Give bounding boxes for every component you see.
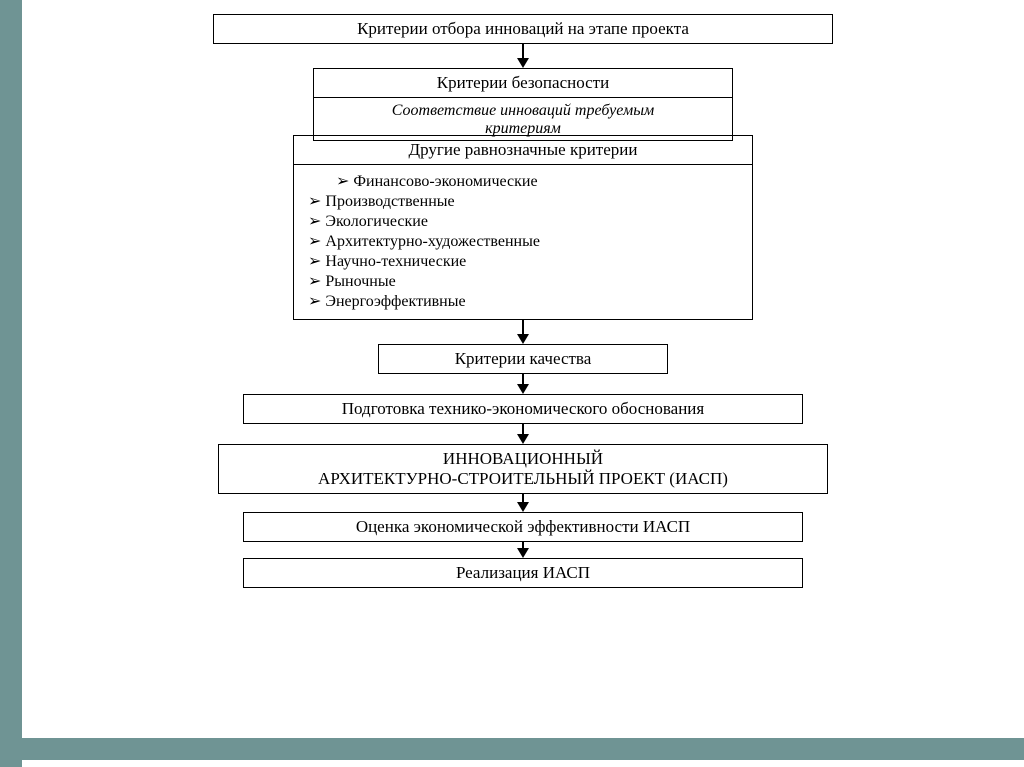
node-label: Критерии качества (379, 345, 667, 373)
iasp-line1: ИННОВАЦИОННЫЙ (229, 449, 817, 469)
arrow-icon (517, 44, 529, 68)
node-other-criteria: Другие равнозначные критерии Финансово-э… (293, 135, 753, 320)
node-safety-criteria: Критерии безопасности Соответствие иннов… (313, 68, 733, 141)
criteria-item: Энергоэффективные (308, 291, 738, 311)
node-feasibility-study: Подготовка технико-экономического обосно… (243, 394, 803, 424)
arrow-icon (517, 374, 529, 394)
node-quality-criteria: Критерии качества (378, 344, 668, 374)
arrow-icon (517, 494, 529, 512)
criteria-item: Научно-технические (308, 251, 738, 271)
node-evaluation: Оценка экономической эффективности ИАСП (243, 512, 803, 542)
criteria-item: Архитектурно-художественные (308, 231, 738, 251)
node-header: Критерии безопасности (314, 69, 732, 98)
decoration-rail-bottom (0, 738, 1024, 760)
criteria-list: Финансово-экономическиеПроизводственныеЭ… (294, 165, 752, 319)
diagram-canvas: Критерии отбора инноваций на этапе проек… (0, 0, 1024, 767)
arrow-icon (517, 320, 529, 344)
node-iasp: ИННОВАЦИОННЫЙ АРХИТЕКТУРНО-СТРОИТЕЛЬНЫЙ … (218, 444, 828, 494)
node-header: Другие равнозначные критерии (294, 136, 752, 165)
criteria-item: Финансово-экономические (308, 171, 738, 191)
criteria-item: Производственные (308, 191, 738, 211)
decoration-rail-left (0, 0, 22, 767)
node-label: Критерии отбора инноваций на этапе проек… (214, 15, 832, 43)
criteria-item: Экологические (308, 211, 738, 231)
arrow-icon (517, 424, 529, 444)
flowchart: Критерии отбора инноваций на этапе проек… (22, 0, 1024, 738)
node-label: Подготовка технико-экономического обосно… (244, 395, 802, 423)
arrow-icon (517, 542, 529, 558)
node-selection-criteria: Критерии отбора инноваций на этапе проек… (213, 14, 833, 44)
node-implementation: Реализация ИАСП (243, 558, 803, 588)
node-label: Реализация ИАСП (244, 559, 802, 587)
iasp-line2: АРХИТЕКТУРНО-СТРОИТЕЛЬНЫЙ ПРОЕКТ (ИАСП) (229, 469, 817, 489)
criteria-item: Рыночные (308, 271, 738, 291)
node-subtext-line1: Соответствие инноваций требуемым (314, 98, 732, 120)
node-label: Оценка экономической эффективности ИАСП (244, 513, 802, 541)
